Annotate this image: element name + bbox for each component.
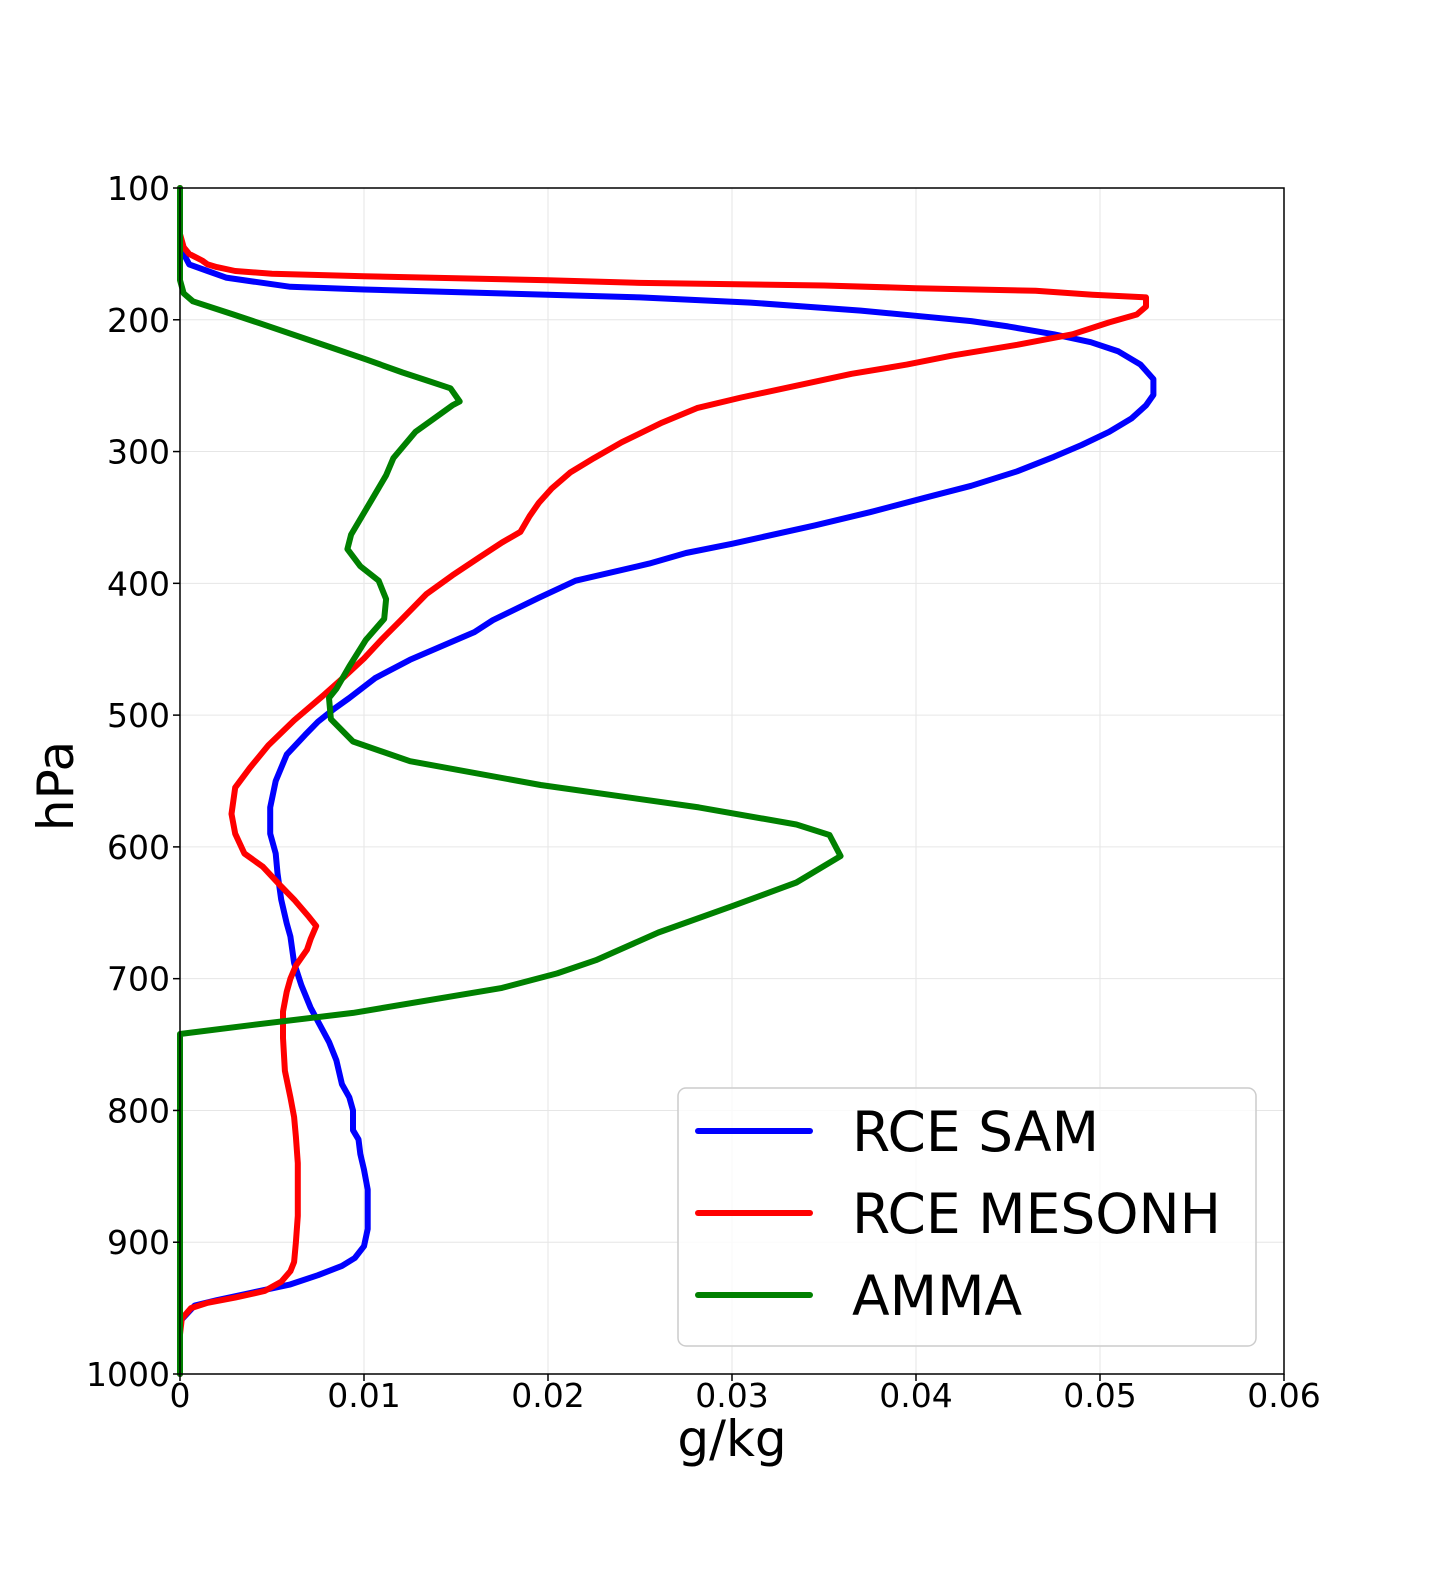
legend: RCE SAM RCE MESONH AMMA <box>677 1087 1257 1347</box>
x-tick-label: 0.02 <box>511 1376 584 1415</box>
legend-label: RCE SAM <box>852 1100 1099 1164</box>
x-tick-label: 0.01 <box>327 1376 400 1415</box>
legend-label: RCE MESONH <box>852 1182 1221 1246</box>
series-lines <box>177 185 1157 1377</box>
series-line-rce-mesonh <box>177 185 1149 1377</box>
y-tick-label: 800 <box>107 1091 170 1130</box>
x-tick-label: 0.03 <box>695 1376 768 1415</box>
x-tick-label: 0 <box>170 1376 191 1415</box>
x-tick-label: 0.05 <box>1063 1376 1136 1415</box>
y-tick-label: 100 <box>107 169 170 208</box>
x-tick-label: 0.04 <box>879 1376 952 1415</box>
legend-label: AMMA <box>852 1264 1023 1328</box>
y-tick-label: 300 <box>107 433 170 472</box>
series-line-rce-sam <box>177 185 1157 1377</box>
x-axis-label: g/kg <box>677 1410 786 1468</box>
x-axis-ticks: 0 0.01 0.02 0.03 0.04 0.05 0.06 <box>170 1374 1321 1415</box>
y-tick-label: 600 <box>107 828 170 867</box>
y-axis-label: hPa <box>27 741 85 831</box>
y-tick-label: 200 <box>107 301 170 340</box>
y-tick-label: 500 <box>107 696 170 735</box>
y-tick-label: 400 <box>107 564 170 603</box>
y-tick-label: 700 <box>107 960 170 999</box>
series-line-amma <box>177 185 844 1377</box>
y-tick-label: 1000 <box>86 1355 170 1394</box>
legend-box <box>677 1087 1257 1347</box>
y-tick-label: 900 <box>107 1223 170 1262</box>
y-axis-ticks: 100 200 300 400 500 600 700 800 900 1000 <box>86 169 180 1394</box>
x-tick-label: 0.06 <box>1247 1376 1320 1415</box>
